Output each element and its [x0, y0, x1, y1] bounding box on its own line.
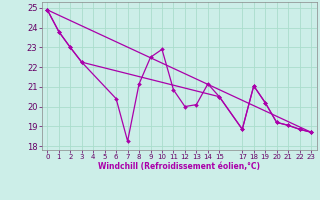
- X-axis label: Windchill (Refroidissement éolien,°C): Windchill (Refroidissement éolien,°C): [98, 162, 260, 171]
